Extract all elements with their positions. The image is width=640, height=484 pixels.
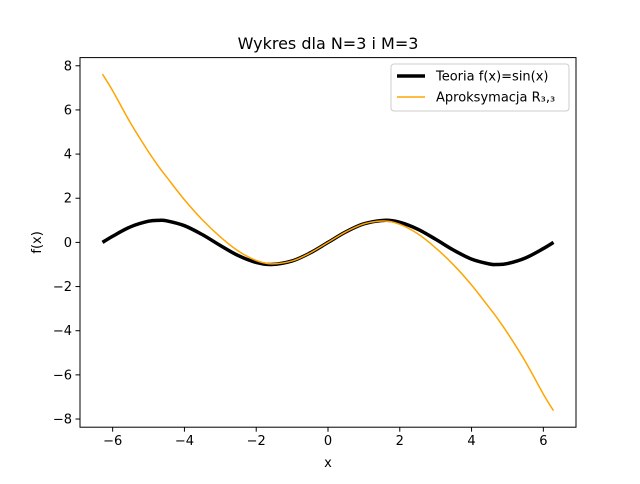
- x-tick-label: 0: [324, 434, 332, 449]
- x-tick-label: −2: [247, 434, 266, 449]
- plot-frame: [79, 57, 577, 428]
- y-tick-label: 2: [64, 192, 72, 207]
- y-tick-label: 0: [64, 236, 72, 251]
- legend-label-sin: Teoria f(x)=sin(x): [435, 70, 549, 85]
- y-tick-label: 4: [64, 148, 72, 163]
- legend-label-approx: Aproksymacja R₃,₃: [436, 91, 555, 106]
- y-tick-label: −6: [53, 368, 72, 383]
- x-tick-label: 2: [396, 434, 404, 449]
- legend-box: [390, 63, 570, 112]
- y-tick-label: −4: [53, 324, 72, 339]
- chart-title: Wykres dla N=3 i M=3: [238, 34, 419, 53]
- y-tick-label: −8: [53, 413, 72, 428]
- y-tick-label: −2: [53, 280, 72, 295]
- x-tick-label: 4: [467, 434, 475, 449]
- y-axis-label: f(x): [30, 231, 45, 253]
- series-line-approx: [101, 73, 555, 412]
- y-tick-label: 8: [64, 59, 72, 74]
- tick-layer: −6 −4 −2 0 2 4 6 −8 −6 −4 −2 0 2 4 6 8: [53, 59, 548, 449]
- x-tick-label: −6: [103, 434, 122, 449]
- x-tick-label: 6: [539, 434, 547, 449]
- series-layer: [101, 73, 555, 412]
- legend: Teoria f(x)=sin(x) Aproksymacja R₃,₃: [390, 63, 570, 112]
- y-tick-label: 6: [64, 103, 72, 118]
- x-tick-label: −4: [175, 434, 194, 449]
- x-axis-label: x: [324, 456, 332, 471]
